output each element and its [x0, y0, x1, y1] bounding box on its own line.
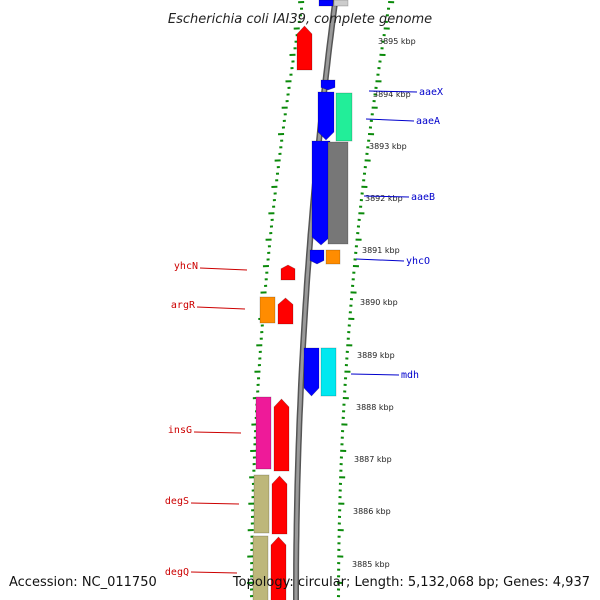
gene-block — [277, 297, 294, 325]
gene-label-degQ: degQ — [165, 567, 189, 578]
gene-block — [317, 91, 335, 141]
gene-block — [325, 249, 341, 265]
kbp-label: 3885 kbp — [352, 560, 390, 569]
gene-block — [333, 0, 349, 7]
kbp-label: 3887 kbp — [354, 455, 392, 464]
backbone-line — [294, 0, 337, 600]
gene-block — [335, 92, 353, 142]
leader-line — [365, 118, 415, 122]
kbp-label: 3895 kbp — [378, 37, 416, 46]
kbp-label: 3886 kbp — [353, 507, 391, 516]
gene-block — [259, 296, 276, 324]
gene-label-aaeA: aaeA — [416, 116, 440, 127]
gene-label-yhcN: yhcN — [174, 261, 198, 272]
gene-block — [280, 264, 296, 281]
gene-label-degS: degS — [165, 496, 189, 507]
leader-line — [199, 267, 248, 271]
gene-block — [296, 25, 313, 71]
gene-block — [320, 347, 337, 397]
gene-block — [273, 398, 290, 472]
kbp-label: 3889 kbp — [357, 351, 395, 360]
kbp-label: 3890 kbp — [360, 298, 398, 307]
gene-label-mdh: mdh — [401, 370, 419, 381]
genome-backbone — [293, 0, 339, 600]
leader-line — [193, 431, 242, 434]
gene-label-aaeB: aaeB — [411, 192, 435, 203]
leader-line — [368, 90, 418, 93]
kbp-label: 3892 kbp — [365, 194, 403, 203]
kbp-label: 3891 kbp — [362, 246, 400, 255]
gene-label-aaeX: aaeX — [419, 87, 443, 98]
gene-block — [327, 141, 349, 245]
gene-block — [270, 536, 287, 600]
gene-label-argR: argR — [171, 300, 196, 311]
gene-block — [318, 0, 334, 7]
kbp-label: 3894 kbp — [373, 90, 411, 99]
gene-block — [252, 535, 269, 600]
topology-text: Topology: circular; Length: 5,132,068 bp… — [232, 575, 590, 590]
tick-marks — [247, 1, 395, 598]
gene-block — [255, 396, 272, 470]
leader-line — [350, 373, 400, 376]
gene-labels: yhcN argR insG degS degQ aaeX aaeA aaeB yhcO mdh — [165, 87, 443, 578]
gene-label-insG: insG — [168, 425, 192, 436]
gene-block — [309, 249, 325, 265]
gene-block — [320, 79, 336, 91]
accession-text: Accession: NC_011750 — [9, 575, 157, 590]
gene-block — [311, 140, 331, 246]
gene-block — [303, 347, 320, 397]
leader-line — [190, 502, 240, 505]
leader-line — [196, 306, 246, 310]
gene-features — [252, 0, 353, 600]
leader-line — [190, 571, 238, 574]
gene-block — [271, 475, 288, 535]
kbp-scale: 3895 kbp 3894 kbp 3893 kbp 3892 kbp 3891 kbp… — [352, 37, 416, 569]
kbp-label: 3893 kbp — [369, 142, 407, 151]
page-title: Escherichia coli IAI39, complete genome — [168, 12, 432, 27]
gene-label-yhcO: yhcO — [406, 256, 430, 267]
backbone-outline — [293, 0, 339, 600]
leader-line — [363, 195, 410, 198]
kbp-label: 3888 kbp — [356, 403, 394, 412]
gene-block — [253, 474, 270, 534]
leader-line — [355, 258, 405, 262]
